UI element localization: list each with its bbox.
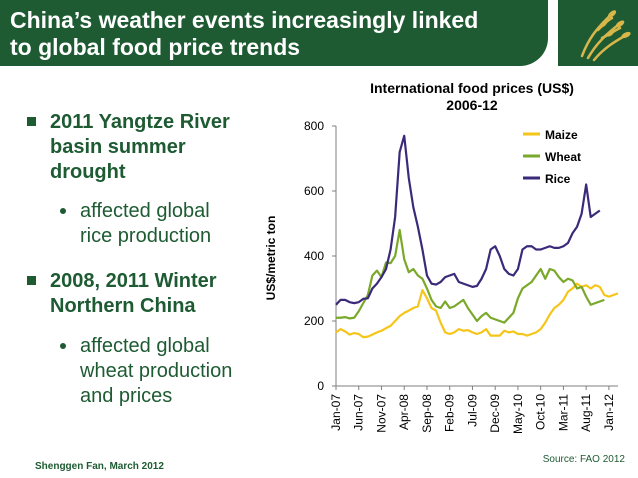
legend-label-rice: Rice: [545, 172, 571, 186]
footer-author: Shenggen Fan, March 2012: [35, 461, 164, 472]
bullet-1-line: basin summer: [50, 136, 186, 158]
bullet-square-icon: [27, 117, 36, 126]
bullet-1-sub-line: affected global: [80, 200, 210, 222]
bullet-2-line: 2008, 2011 Winter: [50, 270, 217, 292]
bullet-2-sub: affected global wheat production and pri…: [80, 334, 232, 409]
y-tick-label: 0: [317, 379, 324, 393]
x-tick-label: Sep-08: [420, 394, 434, 433]
y-tick-label: 800: [304, 119, 324, 133]
x-tick-label: Jan-07: [329, 394, 343, 431]
bullet-dot-icon: [60, 343, 66, 349]
title-bar: China’s weather events increasingly link…: [0, 0, 548, 66]
slide-title-line-2: to global food price trends: [10, 34, 301, 60]
x-tick-label: Jul-09: [465, 394, 479, 427]
x-tick-label: Jun-07: [352, 394, 366, 431]
bullet-2-sub-line: and prices: [80, 385, 173, 407]
legend-label-wheat: Wheat: [545, 150, 581, 164]
y-tick-label: 600: [304, 184, 324, 198]
bullet-1-line: drought: [50, 161, 126, 183]
x-tick-label: Jan-12: [602, 394, 616, 431]
slide-title-line-1: China’s weather events increasingly link…: [10, 7, 479, 33]
x-tick-label: May-10: [511, 394, 525, 434]
x-tick-label: Apr-08: [397, 394, 411, 430]
bullet-dot-icon: [60, 208, 66, 214]
bullet-2-sub-line: affected global: [80, 335, 210, 357]
bullet-2-sub-line: wheat production: [80, 360, 233, 382]
legend-label-maize: Maize: [545, 128, 578, 142]
y-tick-label: 400: [304, 249, 324, 263]
slide-title: China’s weather events increasingly link…: [10, 7, 540, 61]
x-tick-label: Dec-09: [488, 394, 502, 433]
x-tick-label: Oct-10: [534, 394, 548, 430]
y-tick-label: 200: [304, 314, 324, 328]
legend: Maize Wheat Rice: [523, 128, 581, 186]
bullet-1-sub: affected global rice production: [80, 199, 211, 249]
series-line-rice: [335, 134, 601, 306]
x-tick-label: Feb-09: [443, 394, 457, 432]
chart-title: International food prices (US$) 2006-12: [370, 80, 574, 113]
logo: [558, 0, 638, 66]
series-lines: [335, 134, 619, 339]
bullet-2: 2008, 2011 Winter Northern China: [50, 269, 217, 319]
axes: 0 200 400 600 800 Jan-07 Jun-07 Nov-07 Apr-08 Sep…: [304, 119, 618, 434]
x-tick-label: Aug-11: [579, 394, 593, 432]
source-note: Source: FAO 2012: [542, 454, 625, 465]
x-tick-label: Nov-07: [374, 394, 388, 433]
series-line-wheat: [336, 228, 605, 324]
bullet-1: 2011 Yangtze River basin summer drought: [50, 110, 230, 185]
chart-title-text: International food prices (US$): [370, 80, 574, 96]
wheat-logo-icon: [580, 10, 631, 62]
bullet-square-icon: [27, 276, 36, 285]
y-axis-label: US$/metric ton: [264, 216, 278, 301]
bullet-2-line: Northern China: [50, 295, 196, 317]
bullet-1-sub-line: rice production: [80, 225, 212, 247]
x-tick-label: Mar-11: [556, 394, 570, 431]
chart-subtitle-text: 2006-12: [446, 97, 498, 113]
bullet-1-line: 2011 Yangtze River: [50, 111, 230, 133]
series-line-maize: [335, 282, 619, 339]
